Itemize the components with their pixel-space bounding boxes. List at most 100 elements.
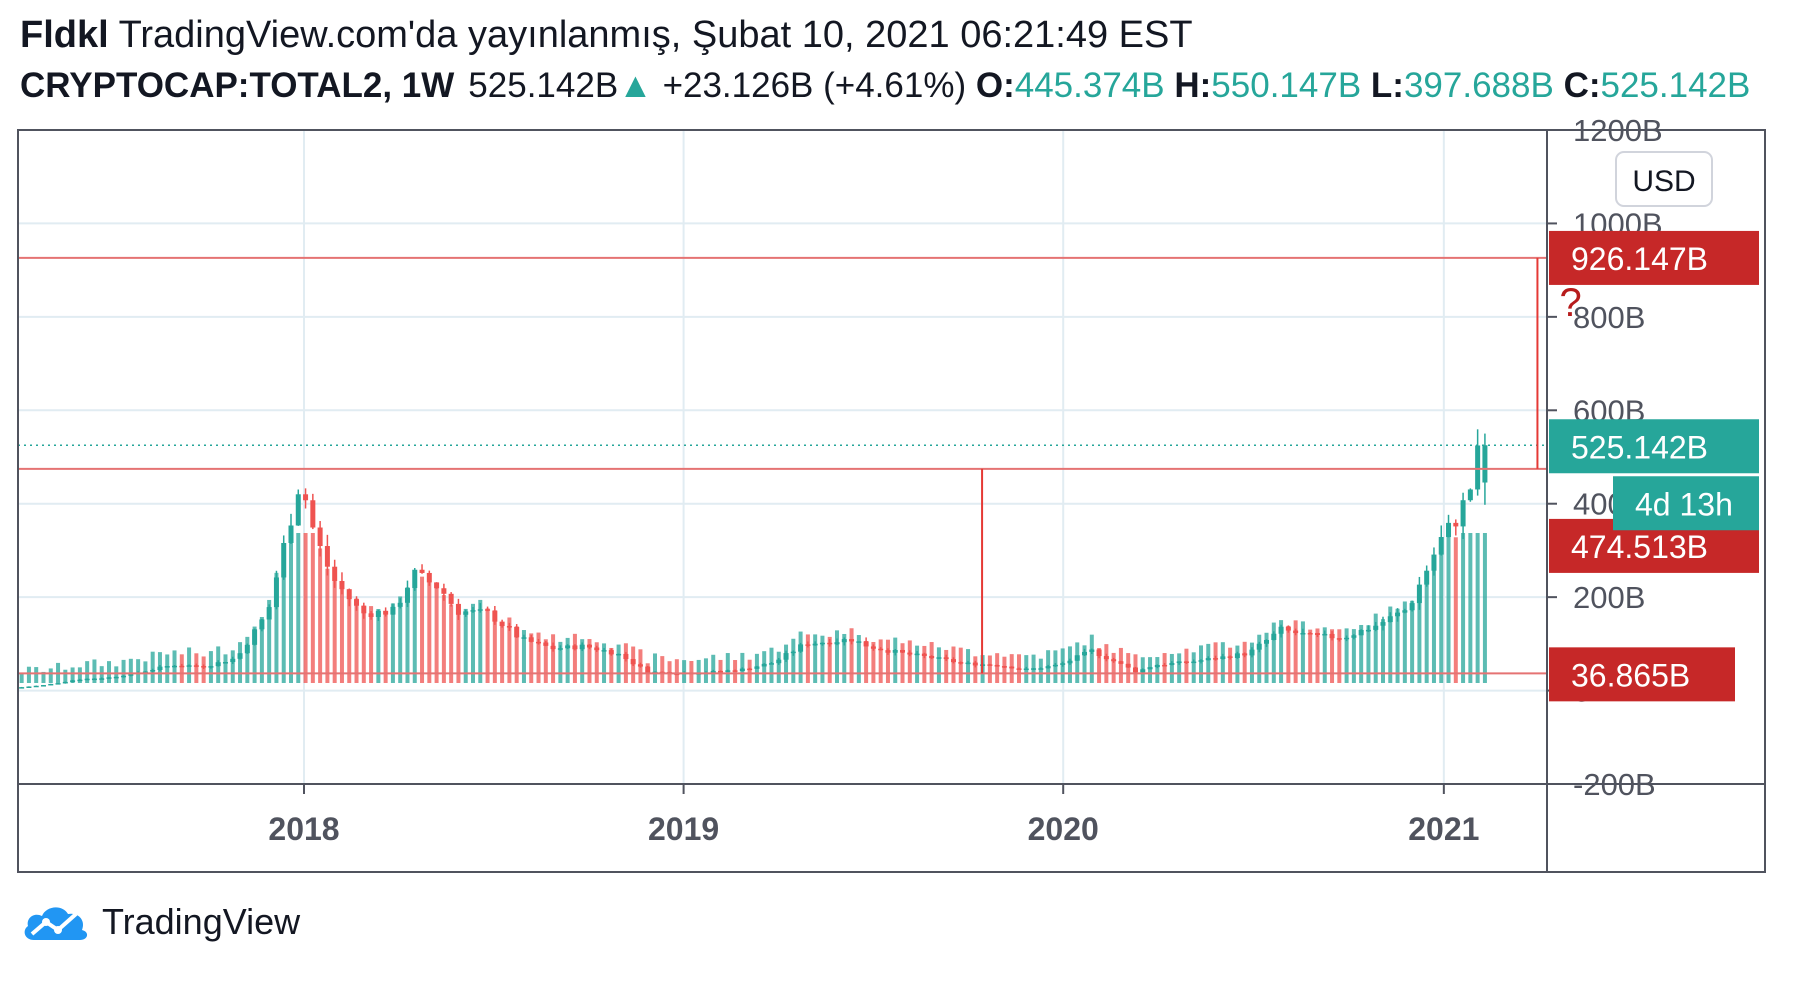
candle-body [739,668,745,672]
candle-body [950,659,956,663]
volume-bar [383,613,388,683]
candle-body [1373,625,1379,630]
candle-body [594,647,600,651]
candle-body [1467,489,1473,501]
candle-body [48,683,54,686]
candle-body [426,572,432,583]
question-annotation: ? [1559,281,1581,325]
volume-bar [1446,533,1451,683]
candle-body [1271,633,1277,640]
candle-body [878,648,884,651]
candle-body [244,644,250,654]
price-badges: 926.147B 474.513B 36.865B 525.142B 4d 13h [1549,230,1759,702]
volume-bar [420,576,425,683]
candle-body [812,643,818,646]
currency-button[interactable]: USD [1615,151,1713,207]
badge-support-low: 36.865B [1571,657,1690,693]
candle-body [303,494,309,501]
volume-bar [63,669,68,683]
volume-bar [34,667,39,683]
candle-body [106,677,112,679]
candle-body [768,663,774,665]
volume-bar [1402,601,1407,683]
candle-body [1344,637,1350,640]
candle-body [1045,666,1051,669]
volume-bar [973,656,978,683]
volume-bar [85,661,90,683]
candle-body [150,669,156,672]
candle-body [281,542,287,578]
volume-bar [1395,608,1400,683]
candle-body [870,646,876,649]
volume-bar [1373,613,1378,683]
chart-border [17,129,1766,873]
candle-body [1278,626,1284,634]
candle-body [776,659,782,664]
volume-bar [966,649,971,683]
candle-body [1416,584,1422,604]
volume-bar [1089,634,1094,683]
volume-bar [390,603,395,683]
volume-bar [1249,642,1254,683]
candle-body [332,566,338,581]
symbol-label[interactable]: CRYPTOCAP:TOTAL2, 1W [20,66,455,105]
volume-bar [1468,533,1473,683]
candle-body [172,665,178,668]
volume-bar [1242,641,1247,683]
time-scale[interactable]: 2018 2019 2020 2021 [268,784,1479,847]
candle-body [266,607,272,620]
candle-body [179,665,185,668]
candle-body [1431,554,1437,571]
volume-bar [864,640,869,683]
volume-bar [1155,657,1160,683]
candle-body [732,670,738,672]
volume-bar [99,666,104,683]
change-value: +23.126B (+4.61%) [662,66,967,105]
volume-bar [1148,657,1153,683]
candle-body [1285,626,1291,631]
candle-body [1132,667,1138,673]
volume-bar [1220,642,1225,683]
candle-body [856,641,862,643]
candle-body [645,666,651,673]
volume-bar [310,533,315,683]
volume-bar [609,647,614,683]
candle-body [441,588,447,594]
candle-body [470,610,476,612]
candle-body [1475,445,1481,490]
volume-bar [128,658,133,683]
candle-body [994,665,1000,667]
volume-bar [1439,541,1444,683]
candle-body [1023,668,1029,671]
volume-bar [107,661,111,683]
volume-bar [827,636,832,683]
volume-bar [136,659,141,683]
candle-body [1387,616,1393,623]
candle-body [1096,649,1102,657]
candle-body [900,649,906,653]
volume-bar [762,651,767,683]
tradingview-logo[interactable]: TradingView [20,900,300,944]
candle-body [841,639,847,643]
volume-bar [995,653,1000,683]
author-name[interactable]: Fldkl [20,14,109,56]
volume-bar [1002,656,1007,683]
volume-bar [1191,652,1196,683]
volume-bar [456,613,461,683]
badge-countdown-bg [1613,476,1759,531]
volume-bar [1475,533,1480,683]
close-label: C: [1563,66,1601,105]
volume-bar [361,605,366,683]
volume-bar [1104,644,1109,683]
candle-body [1213,658,1219,660]
volume-bar [478,599,483,683]
volume-bar [296,533,301,683]
x-tick-label: 2020 [1028,811,1099,847]
volume-bar [1388,606,1393,683]
candle-body [885,650,891,653]
horizontal-levels [18,256,1547,675]
candle-body [99,678,105,680]
candle-body [747,668,753,671]
volume-bar [274,572,279,683]
